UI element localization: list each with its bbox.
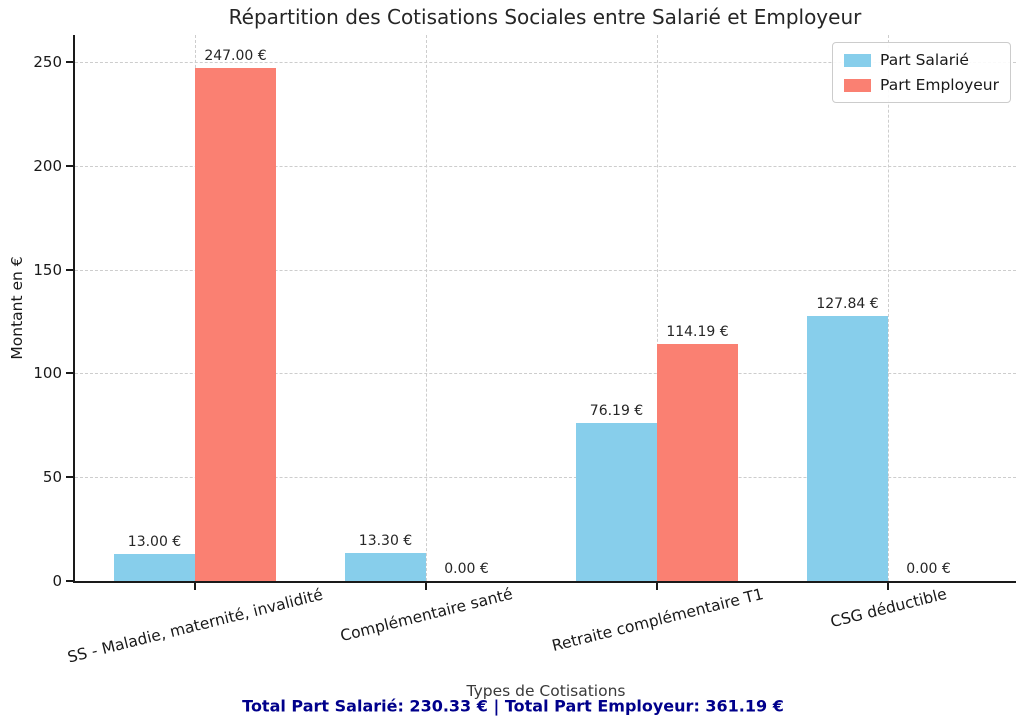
chart-title: Répartition des Cotisations Sociales ent… bbox=[228, 5, 862, 29]
y-tick-label: 0 bbox=[52, 572, 62, 590]
gridline-horizontal bbox=[75, 373, 1016, 375]
legend-swatch-employeur bbox=[844, 78, 872, 92]
x-axis-label: Types de Cotisations bbox=[466, 682, 626, 700]
legend-label-salarie: Part Salarié bbox=[880, 51, 969, 69]
bar-salarie bbox=[114, 554, 195, 581]
y-tick-mark bbox=[66, 164, 73, 167]
gridline-vertical bbox=[657, 35, 658, 581]
bar-value-label: 247.00 € bbox=[204, 48, 267, 65]
gridline-horizontal bbox=[75, 61, 1016, 63]
x-axis-spine bbox=[73, 581, 1016, 583]
y-tick-label: 100 bbox=[33, 364, 62, 383]
y-tick-label: 250 bbox=[33, 52, 62, 71]
legend-label-employeur: Part Employeur bbox=[880, 76, 999, 94]
y-tick-mark bbox=[66, 60, 73, 63]
bar-value-label: 0.00 € bbox=[906, 561, 951, 577]
y-tick-mark bbox=[66, 476, 73, 479]
bar-salarie bbox=[345, 553, 426, 581]
y-tick-mark bbox=[66, 268, 73, 271]
legend-swatch-salarie bbox=[844, 53, 872, 67]
bar-value-label: 0.00 € bbox=[444, 561, 489, 577]
gridline-vertical bbox=[888, 35, 889, 581]
gridline-horizontal bbox=[75, 477, 1016, 479]
x-tick-label: Retraite complémentaire T1 bbox=[549, 585, 765, 656]
bar-salarie bbox=[807, 315, 888, 581]
y-tick-mark bbox=[66, 580, 73, 582]
x-tick-label: Complémentaire santé bbox=[337, 585, 514, 646]
bar-value-label: 76.19 € bbox=[589, 402, 644, 419]
x-tick-mark bbox=[887, 583, 889, 590]
x-tick-mark bbox=[194, 583, 196, 590]
y-tick-label: 200 bbox=[33, 156, 62, 175]
bar-value-label: 127.84 € bbox=[816, 295, 879, 312]
bar-value-label: 114.19 € bbox=[666, 323, 729, 340]
x-tick-label: CSG déductible bbox=[828, 585, 949, 632]
bar-employeur bbox=[657, 343, 738, 581]
y-tick-label: 50 bbox=[42, 468, 62, 487]
gridline-horizontal bbox=[75, 165, 1016, 167]
bar-employeur bbox=[195, 68, 276, 581]
legend-item-salarie: Part Salarié bbox=[844, 51, 999, 69]
y-axis-spine bbox=[73, 35, 75, 583]
bar-value-label: 13.00 € bbox=[127, 534, 182, 550]
y-tick-mark bbox=[66, 372, 73, 375]
legend: Part Salarié Part Employeur bbox=[832, 42, 1011, 103]
x-tick-mark bbox=[425, 583, 427, 590]
x-tick-mark bbox=[656, 583, 658, 590]
totals-annotation: Total Part Salarié: 230.33 € | Total Par… bbox=[242, 696, 784, 716]
bar-salarie bbox=[576, 422, 657, 581]
bar-value-label: 13.30 € bbox=[358, 533, 413, 550]
x-tick-label: SS - Maladie, maternité, invalidité bbox=[65, 585, 325, 667]
legend-item-employeur: Part Employeur bbox=[844, 76, 999, 94]
gridline-vertical bbox=[426, 35, 427, 581]
y-tick-label: 150 bbox=[33, 260, 62, 279]
gridline-horizontal bbox=[75, 269, 1016, 271]
